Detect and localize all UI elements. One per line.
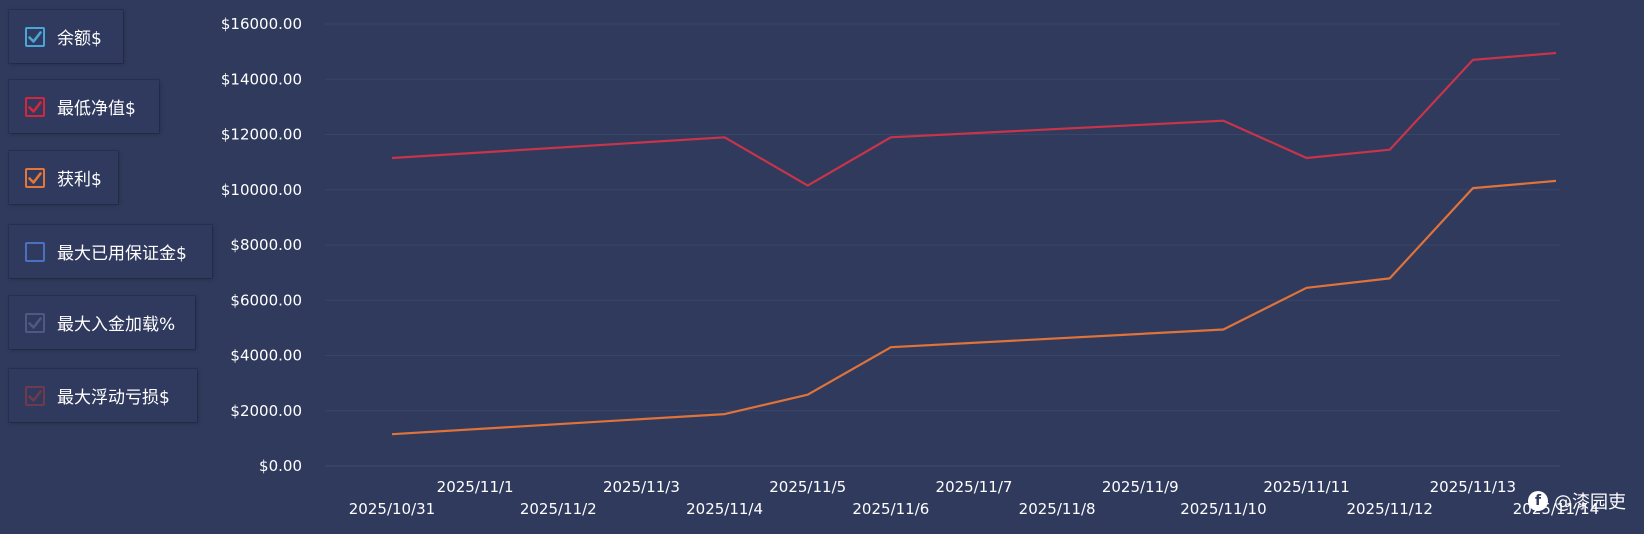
legend-label: 余额$ [57, 29, 102, 49]
legend-label: 最大已用保证金$ [57, 244, 187, 264]
x-tick-label: 2025/11/10 [1180, 500, 1266, 518]
x-tick-label: 2025/11/9 [1102, 478, 1179, 496]
checkbox-icon[interactable] [25, 96, 45, 117]
watermark-text: @漆园吏 [1554, 492, 1626, 513]
legend-label: 最大浮动亏损$ [57, 388, 170, 408]
checkbox-icon[interactable] [25, 385, 45, 406]
x-tick-label: 2025/11/3 [603, 478, 680, 496]
checkbox-icon[interactable] [25, 312, 45, 333]
x-tick-label: 2025/11/1 [437, 478, 514, 496]
legend-item-profit[interactable]: 获利$ [9, 151, 118, 204]
legend-item-max-margin[interactable]: 最大已用保证金$ [9, 225, 212, 278]
y-tick-label: $10000.00 [221, 181, 302, 199]
legend-item-min-equity[interactable]: 最低净值$ [9, 80, 159, 133]
y-tick-label: $14000.00 [221, 70, 302, 88]
y-tick-label: $12000.00 [221, 126, 302, 144]
legend-label: 最低净值$ [57, 99, 136, 119]
legend-label: 最大入金加载% [57, 315, 176, 335]
legend-item-max-floating-loss[interactable]: 最大浮动亏损$ [9, 369, 197, 422]
fb-logo-icon: f [1528, 491, 1548, 511]
legend-item-max-deposit-load[interactable]: 最大入金加载% [9, 296, 195, 349]
x-tick-label: 2025/11/7 [936, 478, 1013, 496]
x-tick-label: 2025/11/8 [1019, 500, 1096, 518]
legend: 余额$ 最低净值$ 获利$ 最大已用保证金$ 最大入金加载% 最大浮动亏损$ [0, 0, 220, 534]
x-tick-label: 2025/10/31 [349, 500, 435, 518]
y-tick-label: $4000.00 [230, 347, 302, 365]
y-tick-label: $8000.00 [230, 236, 302, 254]
x-tick-label: 2025/11/4 [686, 500, 763, 518]
legend-item-balance[interactable]: 余额$ [9, 10, 123, 63]
series-line [391, 179, 1557, 436]
series-line [391, 51, 1557, 187]
legend-label: 获利$ [57, 170, 102, 190]
checkbox-icon[interactable] [25, 241, 45, 262]
y-tick-label: $16000.00 [221, 15, 302, 33]
checkbox-icon[interactable] [25, 26, 45, 47]
checkbox-icon[interactable] [25, 167, 45, 188]
x-tick-label: 2025/11/11 [1263, 478, 1349, 496]
y-tick-label: $0.00 [259, 457, 302, 475]
watermark: f @漆园吏 [1528, 488, 1626, 514]
x-tick-label: 2025/11/2 [520, 500, 597, 518]
y-tick-label: $2000.00 [230, 402, 302, 420]
x-tick-label: 2025/11/12 [1346, 500, 1432, 518]
x-tick-label: 2025/11/6 [852, 500, 929, 518]
y-tick-label: $6000.00 [230, 291, 302, 309]
x-tick-label: 2025/11/5 [769, 478, 846, 496]
x-tick-label: 2025/11/13 [1430, 478, 1516, 496]
